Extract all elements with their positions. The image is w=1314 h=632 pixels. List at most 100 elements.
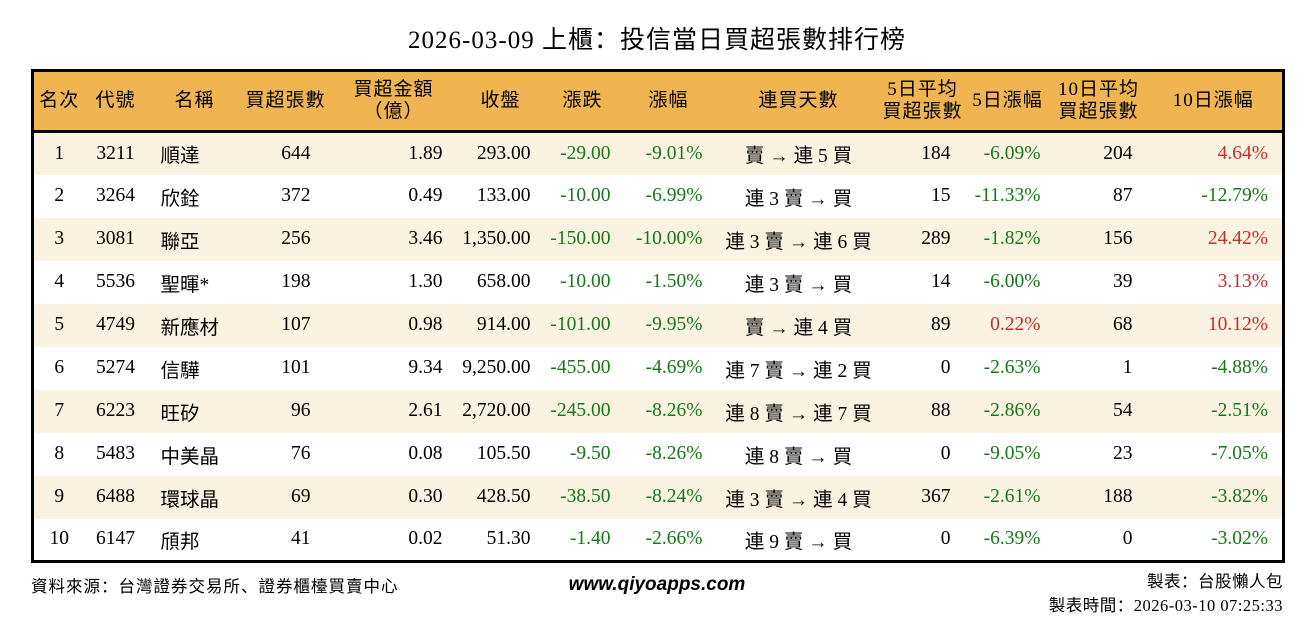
cell-amount: 1.89 — [408, 142, 443, 164]
cell-avg10: 23 — [1113, 443, 1133, 464]
table-row: 9 6488 環球晶 69 0.30 428.50 -38.50 -8.24% 連 3 賣 → … — [32, 475, 1284, 519]
cell-streak: 連 8 賣 → 連 7 買 — [725, 403, 872, 425]
cell-avg5: 289 — [921, 228, 951, 249]
cell-change_pct: -10.00% — [635, 228, 703, 249]
cell-change_pct: -4.69% — [645, 357, 703, 378]
cell-close: 105.50 — [476, 443, 531, 464]
cell-rank: 9 — [54, 486, 65, 507]
cell-amount: 0.02 — [408, 528, 443, 550]
cell-code: 5483 — [96, 443, 135, 464]
cell-rank: 5 — [54, 314, 65, 335]
cell-avg5: 0 — [940, 357, 951, 378]
column-header-avg5: 5日平均 買超張數 — [882, 70, 963, 133]
cell-streak: 連 3 賣 → 買 — [744, 188, 853, 210]
cell-code: 3264 — [96, 185, 135, 206]
cell-close: 293.00 — [476, 142, 531, 164]
cell-close: 914.00 — [476, 314, 531, 335]
cell-code: 6147 — [96, 528, 135, 550]
cell-pct10: 4.64% — [1217, 142, 1268, 164]
cell-change: -245.00 — [550, 400, 611, 421]
cell-rank: 3 — [54, 228, 65, 249]
cell-pct10: -2.51% — [1211, 400, 1268, 421]
cell-net_buy: 107 — [281, 314, 311, 335]
cell-amount: 0.98 — [408, 314, 443, 335]
cell-net_buy: 644 — [281, 142, 311, 164]
cell-change: -10.00 — [560, 185, 611, 206]
cell-pct5: -6.39% — [983, 528, 1041, 550]
cell-amount: 0.30 — [408, 486, 443, 507]
cell-pct5: 0.22% — [990, 314, 1041, 335]
table-row: 10 6147 頎邦 41 0.02 51.30 -1.40 -2.66% 連 9 賣 → 買 0… — [32, 518, 1284, 562]
cell-pct5: -2.61% — [983, 486, 1041, 507]
table-row: 5 4749 新應材 107 0.98 914.00 -101.00 -9.95% 賣 → 連 … — [32, 303, 1284, 347]
cell-avg5: 14 — [931, 271, 951, 292]
cell-pct10: 10.12% — [1207, 314, 1268, 335]
cell-code: 3081 — [96, 228, 135, 249]
cell-change_pct: -6.99% — [645, 185, 703, 206]
column-header-change_pct: 漲幅 — [622, 70, 715, 133]
cell-rank: 10 — [49, 528, 70, 550]
cell-amount: 3.46 — [408, 228, 443, 249]
cell-change_pct: -9.95% — [645, 314, 703, 335]
cell-change_pct: -8.26% — [645, 400, 703, 421]
ranking-table: 名次 代號 名稱 買超張數 買超金額 （億） 收盤 漲跌 漲幅 連買天數 5日平均 買超張數 5日漲… — [31, 69, 1285, 563]
table-row: 2 3264 欣銓 372 0.49 133.00 -10.00 -6.99% 連 3 賣 → … — [32, 174, 1284, 218]
cell-pct5: -2.86% — [983, 400, 1041, 421]
column-header-close: 收盤 — [458, 70, 543, 133]
cell-avg5: 15 — [931, 185, 951, 206]
cell-streak: 連 3 賣 → 連 4 買 — [725, 489, 872, 511]
cell-avg10: 39 — [1113, 271, 1133, 292]
cell-name: 中美晶 — [160, 446, 220, 468]
cell-name: 新應材 — [160, 317, 220, 339]
cell-streak: 連 3 賣 → 連 6 買 — [725, 231, 872, 253]
generated-time: 製表時間：2026-03-10 07:25:33 — [1048, 595, 1284, 615]
column-header-net_buy: 買超張數 — [242, 70, 329, 133]
cell-pct10: 3.13% — [1217, 271, 1268, 292]
column-header-amount: 買超金額 （億） — [328, 70, 459, 133]
cell-streak: 連 8 賣 → 買 — [744, 446, 853, 468]
cell-pct5: -6.00% — [983, 271, 1041, 292]
cell-code: 4749 — [96, 314, 135, 335]
cell-net_buy: 198 — [281, 271, 311, 292]
cell-code: 5274 — [96, 357, 135, 378]
cell-change_pct: -8.26% — [645, 443, 703, 464]
cell-rank: 8 — [54, 443, 65, 464]
cell-close: 133.00 — [476, 185, 531, 206]
cell-avg10: 0 — [1122, 528, 1133, 550]
column-header-rank: 名次 — [32, 70, 85, 133]
cell-pct10: -3.82% — [1211, 486, 1268, 507]
column-header-streak: 連買天數 — [714, 70, 883, 133]
cell-amount: 9.34 — [408, 357, 443, 378]
cell-avg5: 367 — [921, 486, 951, 507]
website-text: www.qiyoapps.com — [568, 574, 746, 595]
cell-amount: 0.49 — [408, 185, 443, 206]
cell-close: 658.00 — [476, 271, 531, 292]
report-page: 2026-03-09 上櫃：投信當日買超張數排行榜 名次 代號 名稱 買超張數 買超金額… — [0, 20, 1314, 618]
cell-avg5: 89 — [931, 314, 951, 335]
cell-close: 2,720.00 — [462, 400, 531, 421]
cell-name: 旺矽 — [160, 403, 200, 425]
column-header-name: 名稱 — [146, 70, 243, 133]
cell-change: -9.50 — [569, 443, 611, 464]
cell-name: 信驊 — [160, 360, 200, 382]
column-header-code: 代號 — [84, 70, 147, 133]
column-header-pct5: 5日漲幅 — [962, 70, 1053, 133]
cell-streak: 賣 → 連 5 買 — [744, 146, 853, 168]
cell-change: -150.00 — [550, 228, 611, 249]
cell-change: -29.00 — [560, 142, 611, 164]
cell-avg5: 0 — [940, 528, 951, 550]
cell-pct10: 24.42% — [1207, 228, 1268, 249]
cell-avg10: 54 — [1113, 400, 1133, 421]
credits: 製表：台股懶人包 製表時間：2026-03-10 07:25:33 — [745, 570, 1283, 618]
cell-amount: 2.61 — [408, 400, 443, 421]
cell-rank: 1 — [54, 142, 65, 164]
table-body: 1 3211 順達 644 1.89 293.00 -29.00 -9.01% 賣 → 連 5 … — [32, 131, 1284, 562]
table-row: 1 3211 順達 644 1.89 293.00 -29.00 -9.01% 賣 → 連 5 … — [32, 131, 1284, 175]
cell-pct10: -7.05% — [1211, 443, 1268, 464]
cell-change: -10.00 — [560, 271, 611, 292]
cell-close: 9,250.00 — [462, 357, 531, 378]
data-source-note: 資料來源：台灣證券交易所、證券櫃檯買賣中心 — [31, 577, 399, 596]
cell-avg10: 188 — [1103, 486, 1133, 507]
cell-avg10: 87 — [1113, 185, 1133, 206]
table-row: 4 5536 聖暉* 198 1.30 658.00 -10.00 -1.50% 連 3 賣 →… — [32, 260, 1284, 304]
